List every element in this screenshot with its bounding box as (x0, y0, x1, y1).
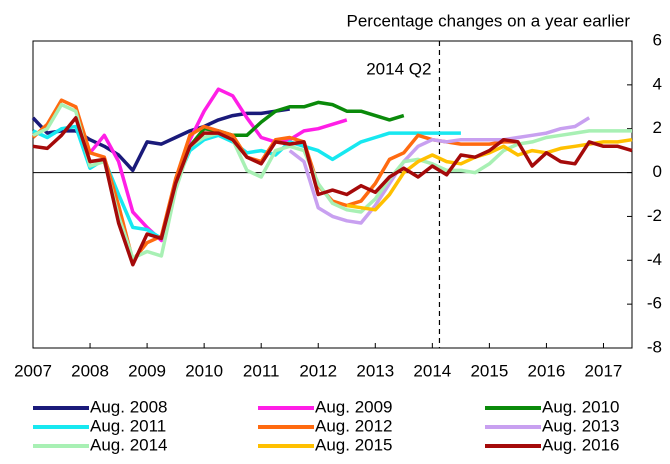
x-tick-label: 2009 (128, 361, 166, 380)
legend-label: Aug. 2010 (542, 397, 620, 416)
legend-label: Aug. 2015 (315, 435, 393, 454)
y-tick-label: -4 (647, 250, 662, 269)
series-line (31, 107, 290, 173)
series-line (88, 87, 348, 243)
y-tick-label: 2 (653, 118, 662, 137)
chart-subtitle: Percentage changes on a year earlier (346, 11, 630, 30)
x-tick-label: 2015 (470, 361, 508, 380)
y-tick-label: 0 (653, 162, 662, 181)
annotation: 2014 Q2 (366, 59, 431, 78)
series-line (32, 102, 632, 260)
y-tick-label: 6 (653, 30, 662, 49)
y-tick-label: 4 (653, 74, 662, 93)
y-tick-label: -6 (647, 294, 662, 313)
series-line (31, 98, 518, 263)
legend-label: Aug. 2012 (315, 416, 393, 435)
series-line (288, 116, 591, 225)
legend-label: Aug. 2014 (90, 435, 168, 454)
y-tick-label: -8 (647, 337, 662, 356)
series-line (346, 137, 633, 212)
legend-label: Aug. 2011 (90, 416, 166, 435)
x-tick-label: 2014 (413, 361, 451, 380)
y-tick-label: -2 (647, 206, 662, 225)
x-tick-label: 2011 (243, 361, 280, 380)
x-tick-label: 2017 (585, 361, 623, 380)
legend-label: Aug. 2013 (542, 416, 620, 435)
x-tick-label: 2007 (14, 361, 52, 380)
x-tick-label: 2008 (71, 361, 109, 380)
x-tick-label: 2013 (356, 361, 394, 380)
x-tick-label: 2016 (528, 361, 566, 380)
legend-label: Aug. 2016 (542, 435, 620, 454)
legend-label: Aug. 2008 (90, 397, 168, 416)
x-tick-label: 2010 (185, 361, 223, 380)
plot-frame (32, 40, 633, 349)
x-tick-label: 2012 (299, 361, 337, 380)
series-line (32, 116, 633, 267)
legend-label: Aug. 2009 (315, 397, 393, 416)
